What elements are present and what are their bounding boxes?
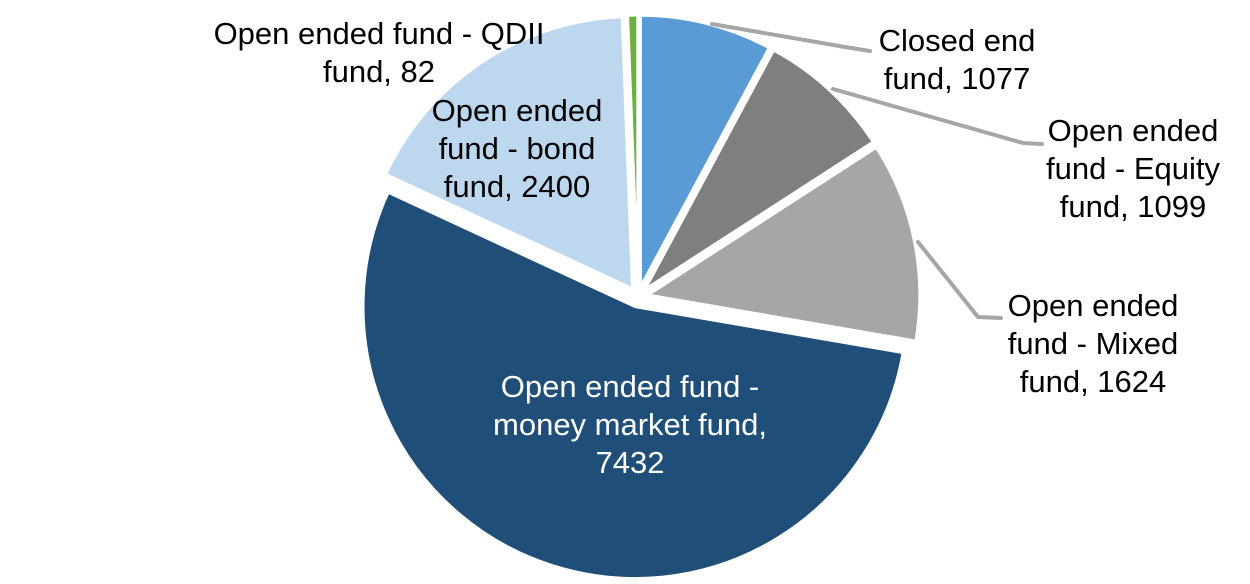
label-line: Open ended (1007, 288, 1179, 323)
label-line: fund, 1077 (883, 61, 1031, 96)
label-line: Closed end (878, 23, 1036, 58)
pie-slice-1 (643, 48, 875, 292)
label-line: 7432 (595, 445, 665, 480)
label-line: Open ended fund - QDII (213, 16, 545, 51)
label-line: Open ended fund - (500, 369, 760, 404)
label-line: fund, 82 (322, 54, 436, 89)
pie-slice-0 (638, 13, 771, 289)
label-line: fund, 1099 (1059, 189, 1207, 224)
pie-slices (361, 13, 922, 581)
label-line: Open ended (1047, 113, 1219, 148)
pie-slice-5 (626, 13, 640, 289)
label-line: fund, 2400 (443, 169, 591, 204)
label-bond-fund: Open ended fund - bond fund, 2400 (367, 92, 667, 206)
leader-line-mixed (916, 240, 1003, 320)
pie-slice-4 (384, 15, 634, 291)
label-line: money market fund, (493, 407, 767, 442)
label-qdii-fund: Open ended fund - QDII fund, 82 (179, 15, 579, 91)
leader-line-closed_end (710, 22, 872, 53)
label-line: fund - Mixed (1007, 326, 1179, 361)
label-closed-end-fund: Closed end fund, 1077 (807, 22, 1107, 98)
leader-lines (710, 22, 1044, 320)
pie-slice-3 (361, 190, 905, 581)
label-line: fund, 1624 (1019, 364, 1167, 399)
pie-slice-2 (646, 145, 922, 343)
label-line: Open ended (431, 93, 603, 128)
label-line: fund - bond (438, 131, 596, 166)
label-money-market-fund: Open ended fund - money market fund, 743… (410, 368, 850, 482)
leader-line-equity (831, 87, 1044, 146)
label-equity-fund: Open ended fund - Equity fund, 1099 (983, 112, 1250, 226)
label-line: fund - Equity (1045, 151, 1221, 186)
label-mixed-fund: Open ended fund - Mixed fund, 1624 (943, 287, 1243, 401)
